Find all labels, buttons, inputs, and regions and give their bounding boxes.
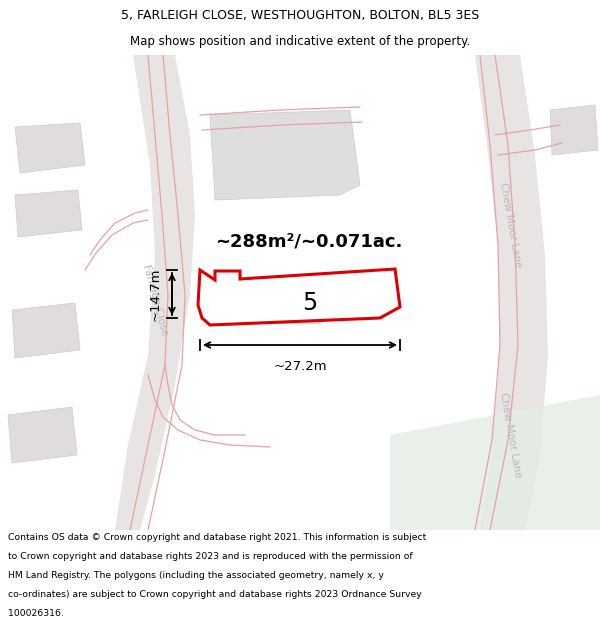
Text: Contains OS data © Crown copyright and database right 2021. This information is : Contains OS data © Crown copyright and d… — [8, 533, 426, 542]
Polygon shape — [222, 283, 320, 323]
Text: 5, FARLEIGH CLOSE, WESTHOUGHTON, BOLTON, BL5 3ES: 5, FARLEIGH CLOSE, WESTHOUGHTON, BOLTON,… — [121, 9, 479, 22]
Polygon shape — [8, 407, 77, 463]
Polygon shape — [198, 269, 400, 325]
Polygon shape — [390, 395, 600, 530]
Text: Map shows position and indicative extent of the property.: Map shows position and indicative extent… — [130, 35, 470, 48]
Text: ~27.2m: ~27.2m — [273, 360, 327, 373]
Polygon shape — [210, 110, 360, 200]
Polygon shape — [15, 190, 82, 237]
Text: ~14.7m: ~14.7m — [149, 268, 162, 321]
Text: ~288m²/~0.071ac.: ~288m²/~0.071ac. — [215, 232, 403, 250]
Polygon shape — [550, 105, 598, 155]
Text: 5: 5 — [302, 291, 317, 315]
Polygon shape — [12, 303, 80, 358]
Polygon shape — [475, 55, 548, 530]
Text: Chew Moor Lane: Chew Moor Lane — [497, 181, 523, 269]
Text: Chew Moor Lane: Chew Moor Lane — [497, 391, 523, 479]
Polygon shape — [115, 55, 195, 530]
Text: co-ordinates) are subject to Crown copyright and database rights 2023 Ordnance S: co-ordinates) are subject to Crown copyr… — [8, 590, 422, 599]
Polygon shape — [15, 123, 85, 173]
Text: to Crown copyright and database rights 2023 and is reproduced with the permissio: to Crown copyright and database rights 2… — [8, 552, 412, 561]
Text: 100026316.: 100026316. — [8, 609, 64, 618]
Text: Farleigh Close: Farleigh Close — [141, 263, 169, 337]
Text: HM Land Registry. The polygons (including the associated geometry, namely x, y: HM Land Registry. The polygons (includin… — [8, 571, 383, 580]
